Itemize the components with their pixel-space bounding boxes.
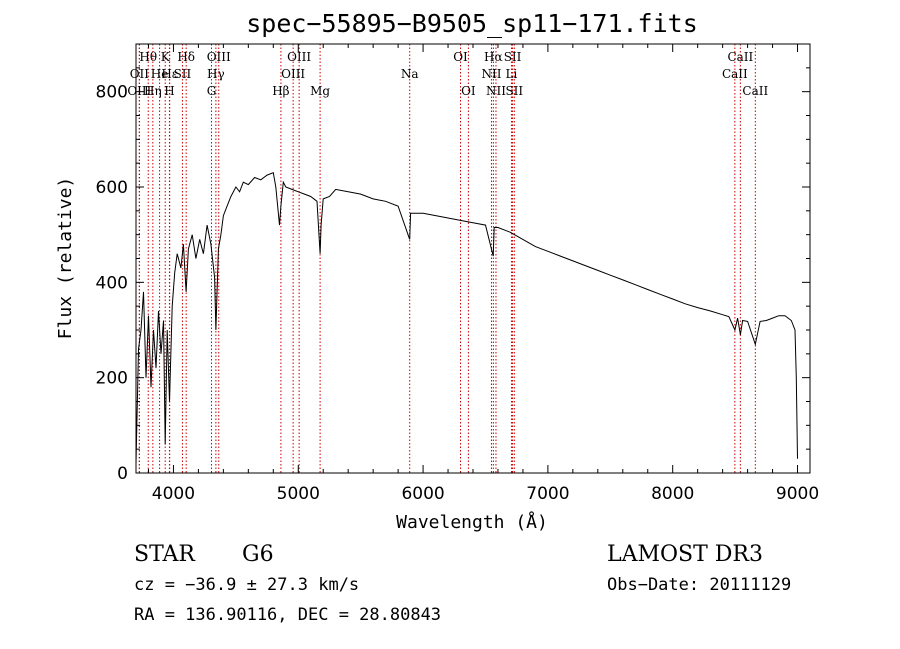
marker-label: Mg [310,84,330,98]
marker-label: Hη [144,84,162,98]
y-axis-label: Flux (relative) [55,177,76,340]
x-tick-label: 6000 [401,484,444,504]
y-tick-label: 200 [96,369,128,389]
marker-label: OIII [207,50,231,64]
y-tick-label: 600 [96,178,128,198]
spectrum-series-line [135,172,798,464]
obs-date-text: Obs−Date: 20111129 [607,575,791,595]
x-axis-label: Wavelength (Å) [396,511,548,533]
x-tick-label: 9000 [776,484,819,504]
marker-label: CaII [727,50,753,64]
marker-label: Hδ [177,50,195,64]
y-tick-label: 0 [117,464,128,484]
marker-label: Hθ [139,50,157,64]
marker-label: G [207,84,217,98]
x-axis-ticks: 4000 5000 6000 7000 8000 9000 [147,44,819,504]
marker-label: OIII [281,67,305,81]
marker-label: CaII [722,67,748,81]
marker-label: H [164,84,174,98]
survey-name: LAMOST DR3 [607,542,763,567]
marker-label: CaII [742,84,768,98]
marker-label: Hε [161,67,178,81]
marker-label: He [151,67,169,81]
marker-label: Li [506,67,518,81]
x-tick-label: 8000 [651,484,694,504]
y-tick-label: 400 [96,273,128,293]
marker-label: OIII [287,50,311,64]
y-tick-label: 800 [96,83,128,103]
object-class: STAR [134,542,196,567]
x-tick-label: 5000 [277,484,320,504]
redshift-text: cz = −36.9 ± 27.3 km/s [134,575,359,595]
object-subclass: G6 [242,542,274,567]
marker-label: SII [174,67,192,81]
marker-label: Na [401,67,419,81]
marker-label: OII [130,67,150,81]
marker-label: Hγ [207,67,225,81]
x-tick-label: 7000 [526,484,569,504]
marker-label: NII [486,84,506,98]
marker-label: OI [453,50,468,64]
marker-label: SII [505,84,523,98]
marker-label: SII [504,50,522,64]
marker-label: OIII [127,84,151,98]
x-tick-label: 4000 [152,484,195,504]
y-axis-ticks: 0 200 400 600 800 [96,67,810,484]
marker-label: K [161,50,171,64]
marker-label: Hα [484,50,503,64]
marker-label: Hβ [272,84,289,98]
marker-label: NII [481,67,501,81]
marker-label: OI [461,84,476,98]
chart-title: spec−55895−B9505_sp11−171.fits [246,9,698,38]
coordinates-text: RA = 136.90116, DEC = 28.80843 [134,605,441,625]
